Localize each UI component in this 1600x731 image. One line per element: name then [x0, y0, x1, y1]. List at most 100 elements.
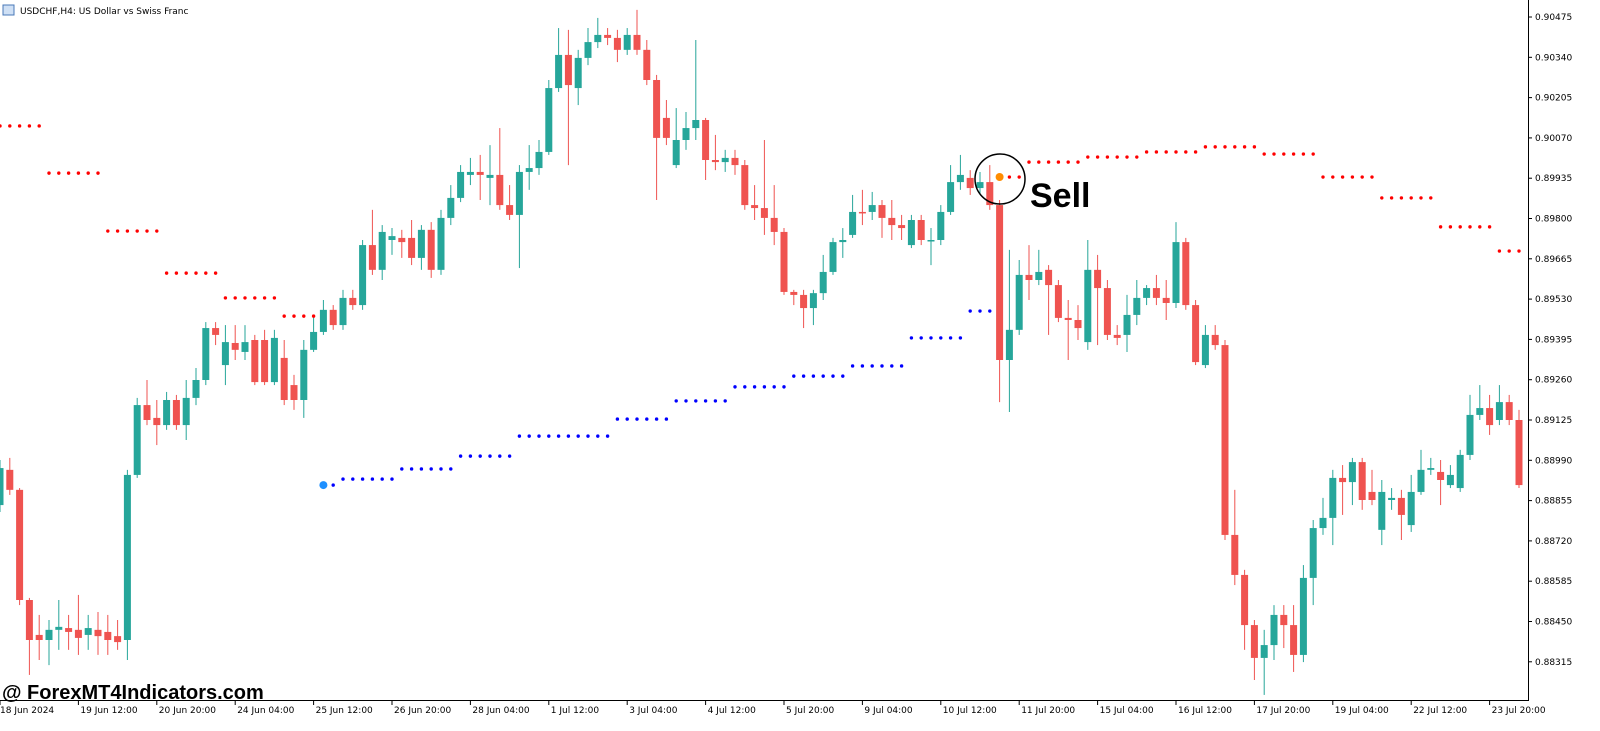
candle-body [496, 174, 504, 206]
candle-body [1358, 462, 1366, 500]
candle-body [692, 120, 700, 129]
candle-body [996, 205, 1004, 360]
indicator-dot [1056, 160, 1061, 164]
candle-body [349, 297, 357, 306]
candle-body [1143, 288, 1151, 298]
candle-body [702, 120, 710, 160]
x-tick-label: 23 Jul 20:00 [1492, 706, 1546, 716]
indicator-dot [135, 229, 139, 233]
candle-body [1427, 468, 1435, 470]
candle-body [231, 342, 239, 350]
indicator-dot [596, 434, 600, 438]
indicator-dot [1321, 175, 1325, 179]
indicator-dot [743, 385, 747, 389]
indicator-dot [586, 434, 590, 438]
chart-title: USDCHF,H4: US Dollar vs Swiss Franc [20, 7, 189, 17]
candle-body [917, 220, 925, 240]
indicator-dot [498, 454, 502, 458]
y-tick-label: 0.88720 [1535, 537, 1572, 547]
indicator-dot [507, 454, 512, 458]
candle-body [1348, 462, 1356, 483]
candle-body [65, 628, 73, 632]
indicator-dot [253, 296, 257, 300]
candle-body [408, 237, 416, 258]
y-tick-label: 0.89530 [1535, 295, 1572, 305]
signal-highlight [974, 153, 1026, 205]
indicator-dot [66, 171, 71, 175]
candle-body [1045, 269, 1053, 286]
candle-body [378, 231, 386, 270]
indicator-dot [468, 454, 473, 458]
candle-body [1446, 474, 1454, 486]
indicator-dot [635, 417, 639, 421]
indicator-dot [1115, 155, 1119, 159]
y-tick-label: 0.89260 [1535, 376, 1572, 386]
candle-body [1015, 274, 1023, 330]
indicator-dot [723, 399, 727, 403]
candle-body [525, 168, 533, 172]
indicator-dot [566, 434, 571, 438]
candle-body [427, 229, 435, 270]
indicator-dot [1409, 196, 1413, 200]
candle-body [1515, 420, 1523, 486]
indicator-dot [439, 467, 443, 471]
indicator-dot [370, 477, 375, 481]
indicator-dot [615, 417, 620, 421]
indicator-dot [576, 434, 580, 438]
candle-body [133, 405, 141, 475]
candle-body [251, 340, 259, 383]
candle-body [153, 417, 161, 426]
y-tick-label: 0.90340 [1535, 53, 1572, 63]
candle-body [1035, 271, 1043, 280]
candle-body [457, 171, 465, 198]
indicator-dot [1507, 249, 1511, 253]
indicator-dot [645, 417, 649, 421]
indicator-dot [1311, 152, 1315, 156]
indicator-dot [1007, 175, 1012, 179]
candle-body [711, 160, 719, 163]
candle-body [1466, 414, 1474, 455]
candle-body [1339, 477, 1347, 483]
indicator-dot [1291, 152, 1296, 156]
candle-body [555, 54, 563, 89]
candle-body [16, 489, 24, 600]
indicator-dot [1193, 150, 1198, 154]
candle-body [486, 174, 494, 178]
candle-body [417, 229, 425, 258]
candle-body [84, 628, 92, 635]
indicator-dot [1282, 152, 1286, 156]
indicator-dot [1380, 196, 1384, 200]
indicator-dot [400, 467, 404, 471]
candle-body [74, 629, 82, 638]
candle-body [545, 88, 553, 152]
indicator-dot [1086, 155, 1090, 159]
indicator-dot [801, 374, 806, 378]
candle-body [1495, 402, 1503, 420]
indicator-dot [1301, 152, 1306, 156]
indicator-dot [1027, 160, 1031, 164]
x-tick-label: 19 Jun 12:00 [80, 706, 137, 716]
indicator-dot [419, 467, 424, 471]
candle-body [280, 357, 288, 400]
indicator-dot [458, 454, 463, 458]
indicator-dot [762, 385, 767, 389]
candle-body [506, 205, 514, 215]
candle-body [1113, 334, 1121, 338]
candle-body [310, 331, 318, 350]
indicator-dot [919, 336, 923, 340]
indicator-dot [517, 434, 522, 438]
candle-body [94, 629, 102, 637]
candle-body [114, 636, 122, 643]
indicator-dot [547, 434, 551, 438]
indicator-dot [1095, 155, 1100, 159]
indicator-dot [1174, 150, 1178, 154]
candle-body [1397, 497, 1405, 515]
candle-body [1456, 454, 1464, 489]
candle-body [290, 385, 298, 400]
indicator-dot [1262, 152, 1266, 156]
indicator-dot [292, 314, 296, 318]
x-tick-label: 4 Jul 12:00 [708, 706, 757, 716]
indicator-dot [96, 171, 100, 175]
indicator-dot [772, 385, 776, 389]
x-tick-label: 16 Jul 12:00 [1178, 706, 1232, 716]
